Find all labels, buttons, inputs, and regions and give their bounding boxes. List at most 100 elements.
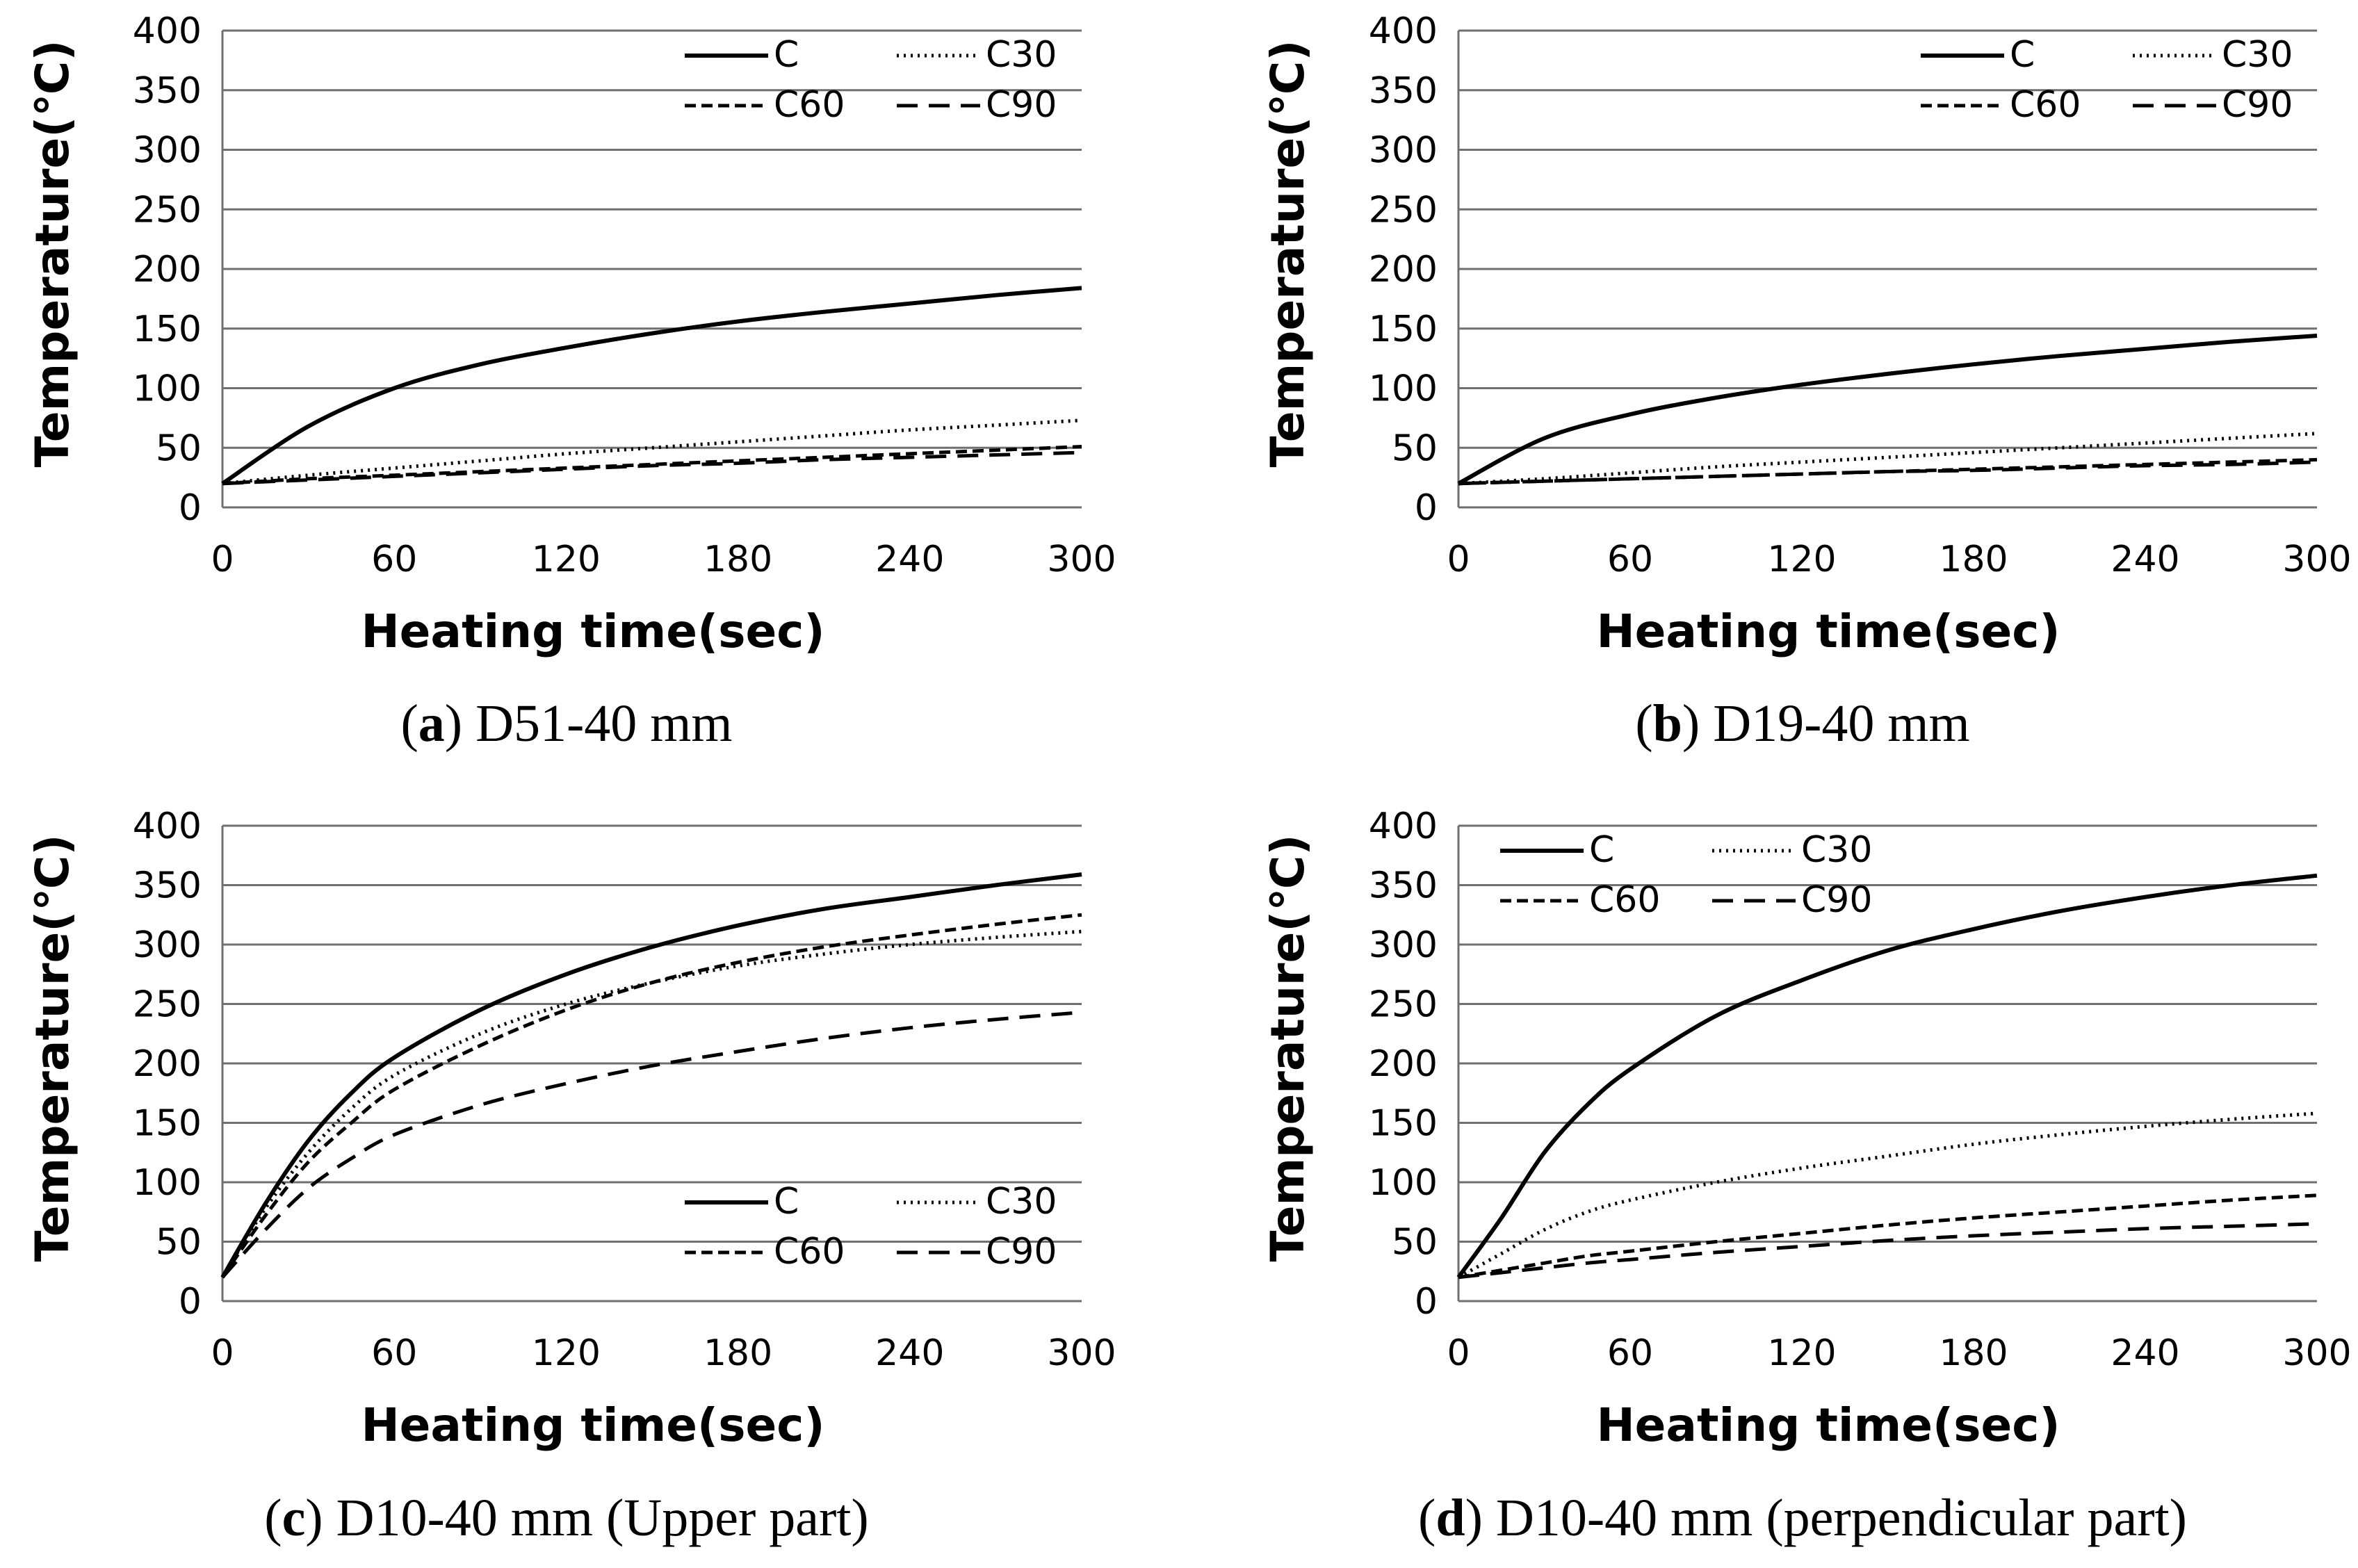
x-tick-label: 300 (2282, 1332, 2351, 1374)
legend-label-c30: C30 (986, 1181, 1057, 1223)
y-tick-label: 50 (156, 427, 202, 469)
y-tick-label: 50 (1392, 1222, 1438, 1264)
series-line-c (220, 872, 1082, 1279)
series-line-c30 (1458, 432, 2318, 486)
x-ticks-d: 0 60 120 180 240 300 (1447, 1332, 2351, 1374)
y-tick-label: 300 (133, 924, 202, 966)
y-tick-label: 400 (1369, 806, 1438, 847)
x-tick-label: 240 (875, 539, 944, 580)
caption-b: (b) D19-40 mm (1635, 694, 1969, 753)
x-tick-label: 60 (371, 1332, 417, 1374)
x-tick-label: 0 (1447, 539, 1470, 580)
y-ticks-d: 0 50 100 150 200 250 300 350 400 (1369, 806, 1438, 1323)
caption-label-c: c (282, 1489, 306, 1547)
series-line-c90 (222, 450, 1082, 486)
panel-d: 0 50 100 150 200 250 300 350 400 0 60 120 180 240 300… (1261, 806, 2352, 1547)
grid-b (1457, 29, 2317, 509)
series-line-c90 (221, 1011, 1082, 1279)
y-axis-title-a: Temperature(℃) (26, 40, 79, 468)
x-tick-label: 240 (875, 1332, 944, 1374)
y-tick-label: 350 (1369, 70, 1438, 112)
series-line-c (1456, 873, 2318, 1279)
legend-label-c90: C90 (2222, 84, 2293, 126)
series-line-c30 (220, 929, 1082, 1279)
y-tick-label: 400 (133, 10, 202, 52)
x-tick-label: 0 (211, 1332, 234, 1374)
grid-a (221, 29, 1082, 509)
y-tick-label: 100 (1369, 368, 1438, 410)
x-tick-label: 60 (1607, 539, 1653, 580)
y-tick-label: 250 (1369, 189, 1438, 231)
panel-b: 0 50 100 150 200 250 300 350 400 0 60 120 180 240 300… (1261, 10, 2352, 753)
x-tick-label: 60 (371, 539, 417, 580)
y-tick-label: 100 (1369, 1162, 1438, 1204)
series-line-c90 (1458, 460, 2318, 486)
caption-text-a: D51-40 mm (475, 694, 732, 753)
x-tick-label: 120 (1767, 539, 1836, 580)
legend-label-c: C (1589, 829, 1614, 871)
x-tick-label: 120 (532, 539, 601, 580)
x-tick-label: 240 (2111, 1332, 2179, 1374)
legend-label-c90: C90 (986, 84, 1057, 126)
y-tick-label: 300 (133, 130, 202, 172)
legend-label-c90: C90 (986, 1231, 1057, 1273)
x-tick-label: 60 (1607, 1332, 1653, 1374)
y-tick-label: 300 (1369, 130, 1438, 172)
caption-label-a: a (418, 694, 445, 753)
series-line-c60 (220, 913, 1082, 1279)
y-tick-label: 150 (133, 309, 202, 350)
y-tick-label: 0 (1415, 1281, 1438, 1323)
y-ticks-b: 0 50 100 150 200 250 300 350 400 (1369, 10, 1438, 529)
y-tick-label: 300 (1369, 924, 1438, 966)
legend-b: C C30 C60 C90 (1921, 34, 2293, 126)
x-ticks-b: 0 60 120 180 240 300 (1447, 539, 2351, 580)
caption-text-d: D10-40 mm (perpendicular part) (1496, 1489, 2187, 1547)
x-tick-label: 300 (1047, 539, 1116, 580)
x-tick-label: 300 (1047, 1332, 1116, 1374)
caption-text-b: D19-40 mm (1713, 694, 1969, 753)
x-tick-label: 120 (1767, 1332, 1836, 1374)
y-ticks-c: 0 50 100 150 200 250 300 350 400 (133, 806, 202, 1323)
x-tick-label: 120 (532, 1332, 601, 1374)
y-tick-label: 150 (133, 1103, 202, 1145)
series-line-c90 (1458, 1222, 2318, 1280)
y-tick-label: 250 (133, 189, 202, 231)
legend-label-c: C (774, 1181, 799, 1223)
y-tick-label: 350 (133, 70, 202, 112)
x-axis-title-c: Heating time(sec) (361, 1398, 824, 1452)
legend-label-c60: C60 (1589, 879, 1660, 921)
panel-a: 0 50 100 150 200 250 300 350 400 0 60 120 180 240 300… (26, 10, 1116, 753)
series-d (1456, 873, 2318, 1280)
legend-label-c60: C60 (774, 84, 845, 126)
x-axis-title-d: Heating time(sec) (1596, 1398, 2060, 1452)
y-tick-label: 350 (133, 865, 202, 907)
y-axis-title-c: Temperature(℃) (26, 835, 79, 1262)
x-axis-title-a: Heating time(sec) (361, 605, 824, 658)
series-line-c (221, 286, 1082, 486)
x-tick-label: 300 (2282, 539, 2351, 580)
y-tick-label: 200 (133, 1043, 202, 1085)
y-tick-label: 0 (179, 487, 202, 529)
x-tick-label: 180 (704, 539, 772, 580)
y-tick-label: 200 (1369, 1043, 1438, 1085)
y-tick-label: 0 (1415, 487, 1438, 529)
legend-label-c60: C60 (774, 1231, 845, 1273)
series-line-c (1457, 334, 2318, 486)
legend-c: C C30 C60 C90 (685, 1181, 1057, 1273)
panel-c: 0 50 100 150 200 250 300 350 400 0 60 120 180 240 300… (26, 806, 1116, 1547)
caption-text-c: D10-40 mm (Upper part) (336, 1489, 869, 1547)
x-tick-label: 0 (1447, 1332, 1470, 1374)
y-tick-label: 50 (156, 1222, 202, 1264)
y-tick-label: 200 (133, 249, 202, 291)
legend-label-c30: C30 (1801, 829, 1872, 871)
caption-label-d: d (1436, 1489, 1465, 1547)
x-axis-title-b: Heating time(sec) (1596, 605, 2060, 658)
y-tick-label: 250 (133, 984, 202, 1026)
series-b (1457, 334, 2318, 486)
legend-d: C C30 C60 C90 (1500, 829, 1872, 921)
legend-label-c30: C30 (986, 34, 1057, 76)
y-tick-label: 50 (1392, 427, 1438, 469)
y-tick-label: 0 (179, 1281, 202, 1323)
series-c (220, 872, 1082, 1279)
